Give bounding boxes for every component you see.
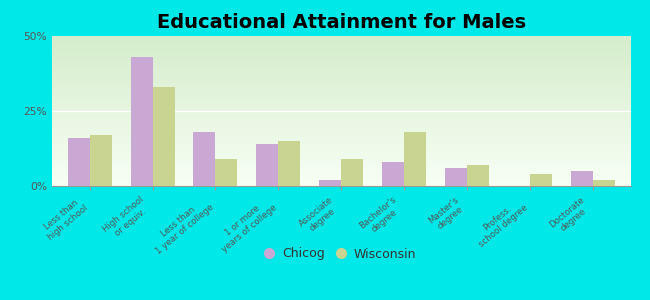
Title: Educational Attainment for Males: Educational Attainment for Males	[157, 13, 526, 32]
Bar	[153, 87, 175, 186]
Bar	[90, 135, 112, 186]
Bar	[571, 171, 593, 186]
Bar	[256, 144, 278, 186]
Bar	[467, 165, 489, 186]
Bar	[194, 132, 216, 186]
Bar	[278, 141, 300, 186]
Bar	[68, 138, 90, 186]
Legend: Chicog, Wisconsin: Chicog, Wisconsin	[260, 241, 422, 267]
Bar	[530, 174, 552, 186]
Bar	[593, 180, 615, 186]
Bar	[404, 132, 426, 186]
Bar	[131, 57, 153, 186]
Bar	[216, 159, 237, 186]
Bar	[319, 180, 341, 186]
Bar	[445, 168, 467, 186]
Bar	[341, 159, 363, 186]
Bar	[382, 162, 404, 186]
